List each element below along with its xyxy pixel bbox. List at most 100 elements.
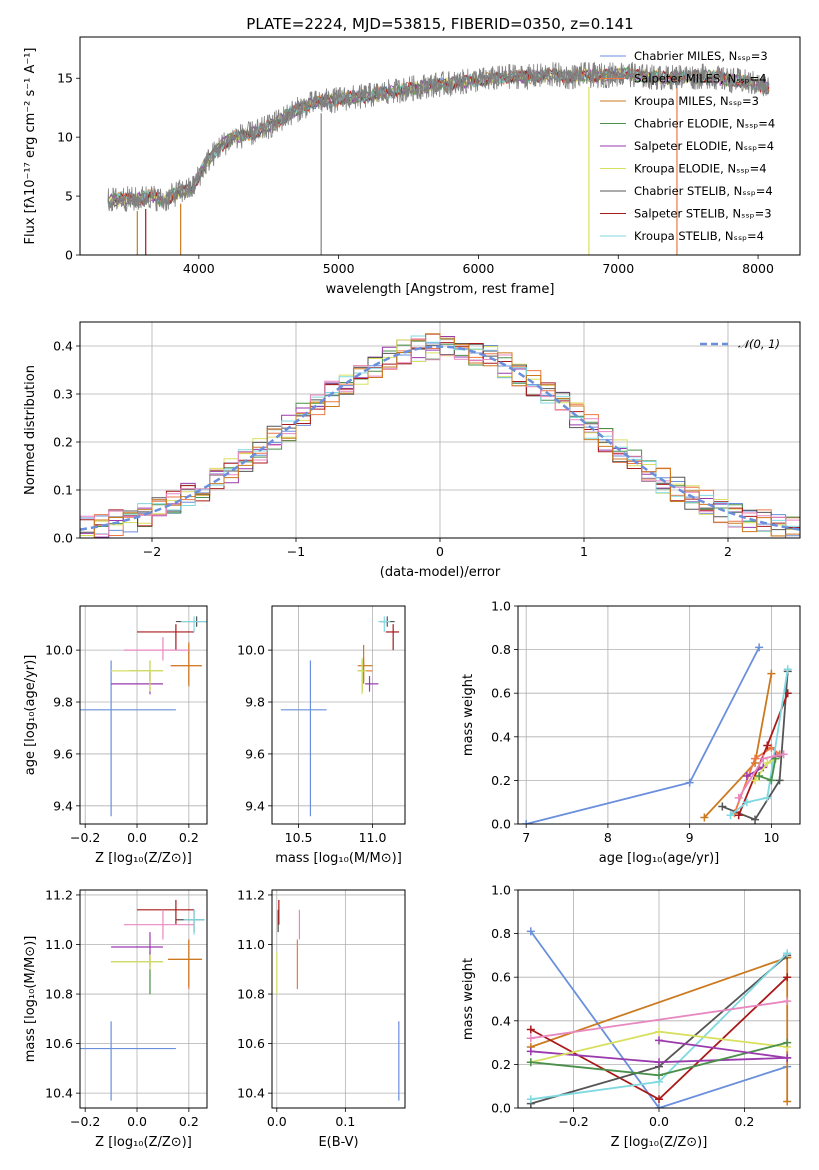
x-axis-label: Z [log₁₀(Z/Z⊙)] <box>611 1135 708 1150</box>
series-marker-salpeter_stelib <box>783 689 792 698</box>
legend: 𝒩(0, 1) <box>700 337 780 351</box>
y-tick-label: 10.8 <box>45 987 73 1002</box>
x-tick-label: 0.2 <box>179 830 199 845</box>
x-tick-label: 0.0 <box>127 1114 147 1129</box>
plot-area <box>80 616 207 817</box>
series-line-chabrier_miles <box>530 930 788 1108</box>
y-tick-label: 0.6 <box>491 970 511 985</box>
y-tick-label: 10.0 <box>237 643 265 658</box>
x-axis-label: Z [log₁₀(Z/Z⊙)] <box>95 851 192 866</box>
y-tick-label: 11.0 <box>237 937 265 952</box>
y-tick-label: 10.6 <box>45 1036 73 1051</box>
axes-frame <box>271 889 406 1109</box>
series-marker-kroupa_stelib <box>726 811 735 820</box>
x-tick-label: −0.2 <box>70 830 100 845</box>
axes-frame <box>79 36 801 256</box>
y-tick-label: 0.3 <box>53 387 73 402</box>
y-tick-label: 9.8 <box>53 695 73 710</box>
panel-age-vs-Z: −0.2 0.0 0.2 9.4 9.6 9.8 10.0 Z [log₁₀(Z/Z⊙)] ag… <box>23 605 208 866</box>
y-tick-label: 10.6 <box>237 1036 265 1051</box>
y-axis-label: age [log₁₀(age/yr)] <box>23 655 38 776</box>
x-tick-label: −2 <box>143 544 161 559</box>
x-tick-label: 8 <box>604 830 612 845</box>
x-tick-label: 0.2 <box>179 1114 199 1129</box>
y-tick-label: 9.6 <box>53 746 73 761</box>
y-tick-label: 9.4 <box>53 798 73 813</box>
y-axis-label: mass [log₁₀(M/M⊙)] <box>23 936 38 1063</box>
y-tick-label: 0.4 <box>491 1013 511 1028</box>
x-tick-label: 8000 <box>742 261 774 276</box>
x-tick-label: 4000 <box>183 261 215 276</box>
legend-label: Kroupa ELODIE, Nₛₛₚ=4 <box>634 162 767 176</box>
x-axis-label: (data-model)/error <box>380 565 501 580</box>
legend-label: Kroupa MILES, Nₛₛₚ=3 <box>634 94 759 108</box>
series-marker-salpeter_stelib <box>734 811 743 820</box>
axes-frame <box>79 605 208 825</box>
x-tick-label: −0.2 <box>70 1114 100 1129</box>
series-line-salpeter_elodie <box>658 1039 788 1059</box>
y-axis-label: Flux [fλ10⁻¹⁷ erg cm⁻² s⁻¹ A⁻¹] <box>23 48 38 245</box>
x-tick-label: 10.5 <box>285 830 313 845</box>
series-marker-salpeter_miles <box>751 754 760 763</box>
series-marker-kroupa_stelib <box>742 798 751 807</box>
x-tick-label: 7000 <box>602 261 634 276</box>
legend-label: Chabrier STELIB, Nₛₛₚ=4 <box>634 184 773 198</box>
series-marker-chabrier_miles <box>655 1104 663 1108</box>
series-marker-chabrier_elodie <box>526 1058 535 1067</box>
axes-frame <box>517 889 801 1109</box>
x-axis-label: wavelength [Angstrom, rest frame] <box>326 282 555 297</box>
legend-label: Chabrier ELODIE, Nₛₛₚ=4 <box>634 117 775 131</box>
series-marker-kroupa_miles <box>767 669 776 678</box>
legend-label: 𝒩(0, 1) <box>738 337 780 351</box>
axes-frame <box>79 321 801 539</box>
series-marker-salpeter_elodie <box>655 1058 663 1067</box>
series-marker-salpeter_stelib <box>655 1095 663 1104</box>
panel-weight-vs-Z: −0.2 0.0 0.2 0.0 0.2 0.4 0.6 0.8 1.0 Z [log₁₀(Z/Z… <box>461 883 801 1150</box>
series-marker-chabrier_miles <box>526 927 535 936</box>
series-marker-kroupa_stelib <box>783 665 792 674</box>
series-marker-kroupa_miles <box>783 1097 792 1106</box>
series-marker-salpeter_elodie <box>783 1053 792 1062</box>
x-axis-label: Z [log₁₀(Z/Z⊙)] <box>95 1135 192 1150</box>
series-marker-kroupa_stelib <box>763 793 772 802</box>
y-tick-label: 11.0 <box>45 937 73 952</box>
series-line-pink <box>530 1000 788 1040</box>
legend-label: Chabrier MILES, Nₛₛₚ=3 <box>634 49 768 63</box>
y-tick-label: 0.4 <box>53 339 73 354</box>
series-marker-salpeter_stelib <box>526 1025 535 1034</box>
y-tick-label: 15 <box>57 71 73 86</box>
series-marker-salpeter_stelib <box>783 973 792 982</box>
panel-residuals: −2 −1 0 1 2 0.0 0.1 0.2 0.3 0.4 (data-model)/error… <box>23 321 801 580</box>
series-marker-salpeter_elodie <box>526 1047 535 1056</box>
x-tick-label: 7 <box>522 830 530 845</box>
x-tick-label: 0.2 <box>735 1114 755 1129</box>
plot-area <box>526 927 792 1108</box>
x-tick-label: 0 <box>436 544 444 559</box>
series-marker-pink <box>759 754 768 763</box>
series-marker-chabrier_stelib <box>718 802 727 811</box>
axes-frame <box>271 605 406 825</box>
plot-area <box>80 899 205 1101</box>
y-tick-label: 10.4 <box>237 1086 265 1101</box>
series-marker-chabrier_miles <box>755 643 764 652</box>
panel-weight-vs-age: 7 8 9 10 0.0 0.2 0.4 0.6 0.8 1.0 age [log₁₀(age/yr… <box>461 599 801 866</box>
y-tick-label: 10 <box>57 130 73 145</box>
series-marker-chabrier_elodie <box>655 1071 663 1080</box>
axes-frame <box>517 605 801 825</box>
panel-mass-vs-EBV: 0.0 0.1 10.4 10.6 10.8 11.0 11.2 E(B-V) <box>237 887 406 1150</box>
series-marker-kroupa_elodie <box>763 758 772 767</box>
x-axis-label: age [log₁₀(age/yr)] <box>599 851 720 866</box>
axes-frame <box>79 889 208 1109</box>
y-tick-label: 11.2 <box>45 887 73 902</box>
series-line-kroupa_stelib <box>729 669 789 817</box>
histogram-kroupa_stelib <box>80 335 800 538</box>
series-marker-pink <box>526 1034 535 1043</box>
histogram-pink <box>80 338 800 535</box>
panel-age-vs-mass: 10.5 11.0 9.4 9.6 9.8 10.0 mass [log₁₀(M/M⊙)] <box>237 605 406 866</box>
x-tick-label: −1 <box>287 544 305 559</box>
x-tick-label: 0.0 <box>127 830 147 845</box>
x-tick-label: −0.2 <box>558 1114 588 1129</box>
legend-label: Salpeter ELODIE, Nₛₛₚ=4 <box>634 139 774 153</box>
series-line-chabrier_stelib <box>721 671 789 821</box>
